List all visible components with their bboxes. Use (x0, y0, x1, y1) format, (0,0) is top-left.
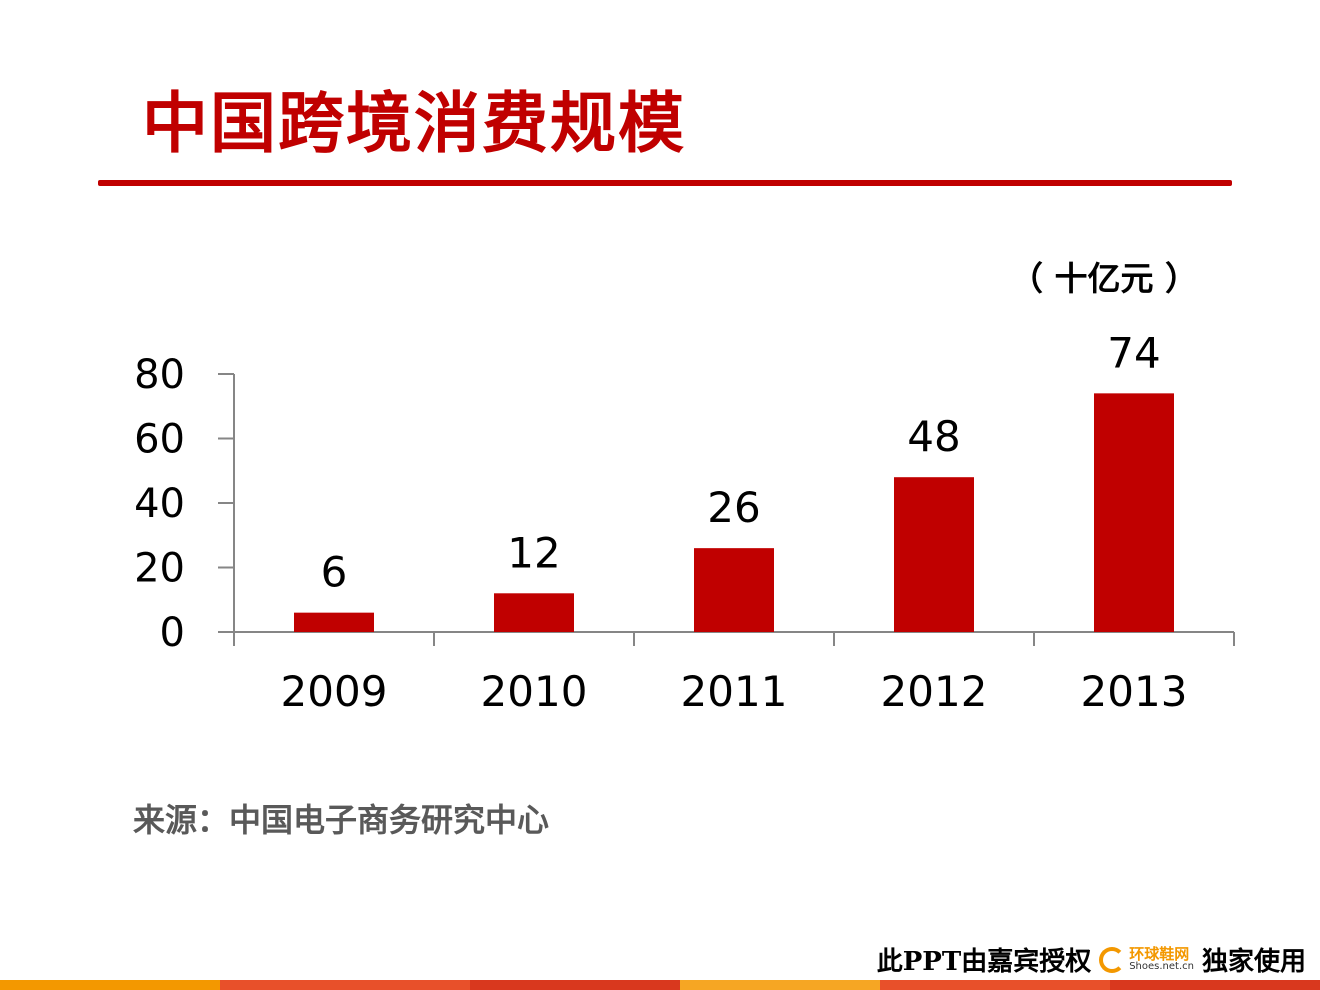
y-tick-label: 80 (134, 352, 185, 398)
data-label-2012: 48 (907, 412, 960, 461)
title-underline (98, 180, 1232, 186)
data-label-2011: 26 (707, 483, 760, 532)
footer-band-segment (220, 980, 470, 990)
x-tick-label-2012: 2012 (881, 667, 988, 716)
footer-band-segment (470, 980, 680, 990)
watermark-logo-cn: 环球鞋网 (1129, 945, 1190, 963)
x-tick-label-2010: 2010 (481, 667, 588, 716)
bar-2013 (1094, 393, 1174, 632)
footer-band-segment (0, 980, 220, 990)
x-tick-label-2009: 2009 (281, 667, 388, 716)
y-tick-label: 20 (134, 546, 185, 592)
slide-title: 中国跨境消费规模 (142, 85, 686, 162)
bar-2009 (294, 612, 374, 632)
watermark-logo: 环球鞋网 Shoes.net.cn (1099, 945, 1194, 973)
data-label-2013: 74 (1107, 328, 1160, 377)
bar-2010 (494, 593, 574, 632)
watermark: 此PPT由嘉宾授权 环球鞋网 Shoes.net.cn 独家使用 (877, 941, 1306, 978)
y-tick-label: 0 (160, 610, 185, 656)
watermark-text-left: 此PPT由嘉宾授权 (876, 947, 1092, 977)
watermark-text-right: 独家使用 (1201, 947, 1306, 977)
source-note: 来源：中国电子商务研究中心 (133, 801, 550, 839)
y-tick-label: 40 (134, 481, 185, 527)
bar-2012 (894, 477, 974, 632)
footer-color-band (0, 980, 1320, 990)
logo-ring-icon (1099, 946, 1126, 973)
bar-chart: 0 20 40 60 80 6 2009 12 2010 26 2011 48 2012 74 2013 (134, 328, 1235, 716)
footer-band-segment (1110, 980, 1320, 990)
data-label-2009: 6 (321, 548, 348, 597)
x-tick-label-2013: 2013 (1081, 667, 1188, 716)
footer-band-segment (680, 980, 880, 990)
data-label-2010: 12 (507, 528, 560, 577)
watermark-logo-en: Shoes.net.cn (1129, 961, 1194, 972)
bar-2011 (694, 548, 774, 632)
footer-band-segment (880, 980, 1110, 990)
unit-label: （ 十亿元 ） (1010, 259, 1198, 298)
y-tick-label: 60 (134, 417, 185, 463)
x-tick-label-2011: 2011 (681, 667, 788, 716)
